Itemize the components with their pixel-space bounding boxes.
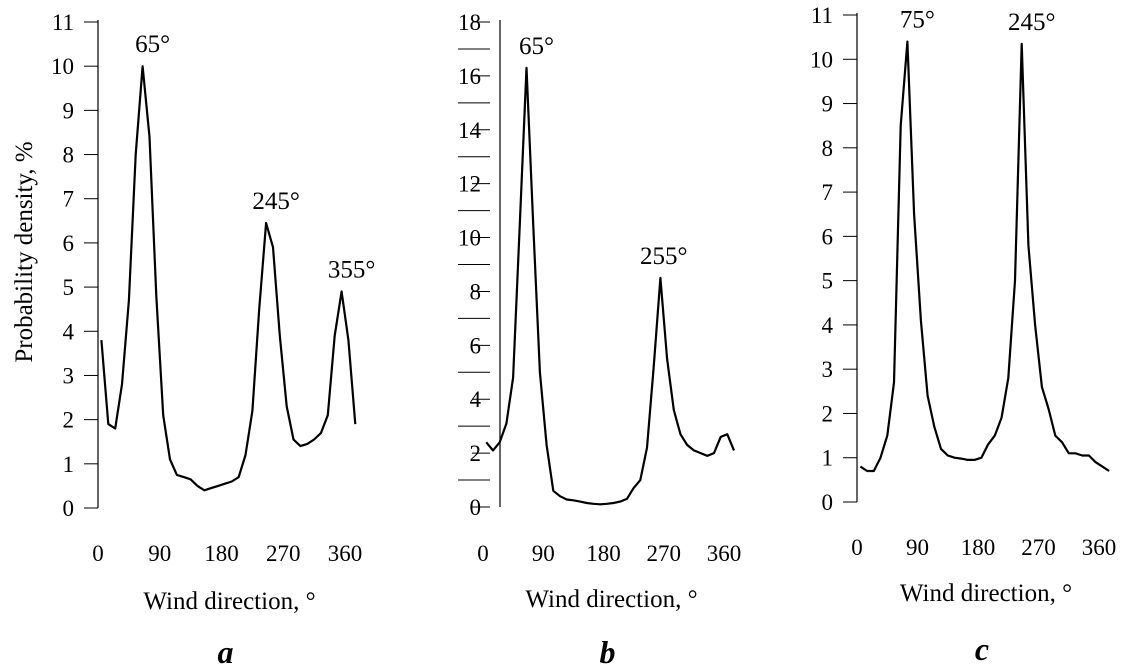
y-tick-label: 2 — [470, 441, 482, 466]
y-axis-label: Probability density, % — [11, 141, 38, 362]
y-tick-label: 8 — [63, 143, 75, 168]
y-tick-label: 18 — [458, 10, 481, 35]
y-tick-label: 6 — [470, 333, 482, 358]
y-tick-label: 2 — [822, 401, 834, 426]
y-tick-label: 10 — [810, 47, 833, 72]
x-axis-label: Wind direction, ° — [143, 588, 315, 615]
peak-annotation: 245° — [1008, 9, 1056, 36]
x-tick-label: 270 — [1021, 535, 1056, 560]
x-tick-label: 360 — [328, 541, 363, 566]
y-tick-label: 5 — [822, 269, 834, 294]
y-tick-label: 7 — [63, 187, 75, 212]
y-tick-label: 4 — [822, 313, 834, 338]
x-axis-label: Wind direction, ° — [900, 580, 1072, 607]
x-tick-label: 360 — [707, 541, 742, 566]
series-line — [859, 40, 1110, 473]
y-tick-label: 8 — [822, 136, 834, 161]
x-tick-label: 360 — [1082, 535, 1117, 560]
y-tick-label: 6 — [63, 231, 75, 256]
x-axis-label: Wind direction, ° — [525, 586, 697, 613]
y-tick-label: 11 — [811, 3, 833, 28]
y-tick-label: 12 — [458, 172, 481, 197]
panel-label: c — [975, 631, 989, 667]
x-tick-label: 0 — [477, 541, 489, 566]
x-tick-label: 180 — [961, 535, 996, 560]
chart-panel-c: 0 1 2 3 4 5 6 7 8 9 10 11 0 90 180 270 360 75° 245° Wind di… — [810, 3, 1116, 667]
x-tick-label: 270 — [647, 541, 682, 566]
y-tick-label: 10 — [458, 226, 481, 251]
x-tick-label: 90 — [532, 541, 555, 566]
y-tick-label: 3 — [822, 357, 834, 382]
panel-label: b — [600, 634, 616, 668]
x-tick-label: 270 — [266, 541, 301, 566]
peak-annotation: 65° — [135, 31, 170, 58]
x-tick-label: 90 — [148, 541, 171, 566]
x-tick-label: 180 — [586, 541, 621, 566]
x-tick-label: 0 — [92, 541, 104, 566]
y-tick-label: 4 — [470, 387, 482, 412]
y-tick-label: 0 — [470, 495, 482, 520]
series-line — [100, 65, 357, 492]
x-tick-label: 0 — [851, 535, 863, 560]
peak-annotation: 245° — [252, 188, 300, 215]
y-tick-label: 0 — [63, 496, 75, 521]
chart-panel-a: 0 1 2 3 4 5 6 7 8 9 10 11 0 90 180 270 360 65° 245° 355° Win… — [11, 10, 375, 668]
peak-annotation: 355° — [328, 257, 376, 284]
y-tick-label: 1 — [63, 452, 75, 477]
y-tick-label: 14 — [458, 118, 482, 143]
y-tick-label: 3 — [63, 363, 75, 388]
y-tick-label: 5 — [63, 275, 75, 300]
peak-annotation: 255° — [640, 243, 688, 270]
y-tick-label: 11 — [52, 10, 74, 35]
peak-annotation: 65° — [519, 33, 554, 60]
x-tick-label: 180 — [204, 541, 239, 566]
y-tick-label: 16 — [458, 64, 481, 89]
y-tick-label: 2 — [63, 408, 75, 433]
peak-annotation: 75° — [900, 7, 935, 34]
y-tick-label: 9 — [63, 98, 75, 123]
panel-label: a — [218, 634, 234, 668]
y-tick-label: 4 — [63, 319, 75, 344]
y-tick-label: 10 — [51, 54, 74, 79]
series-line — [485, 66, 736, 506]
y-tick-label: 8 — [470, 279, 482, 304]
x-tick-label: 90 — [906, 535, 929, 560]
y-tick-label: 1 — [822, 446, 834, 471]
y-tick-label: 6 — [822, 224, 834, 249]
y-tick-label: 9 — [822, 92, 834, 117]
y-tick-label: 0 — [822, 490, 834, 515]
y-tick-label: 7 — [822, 180, 834, 205]
